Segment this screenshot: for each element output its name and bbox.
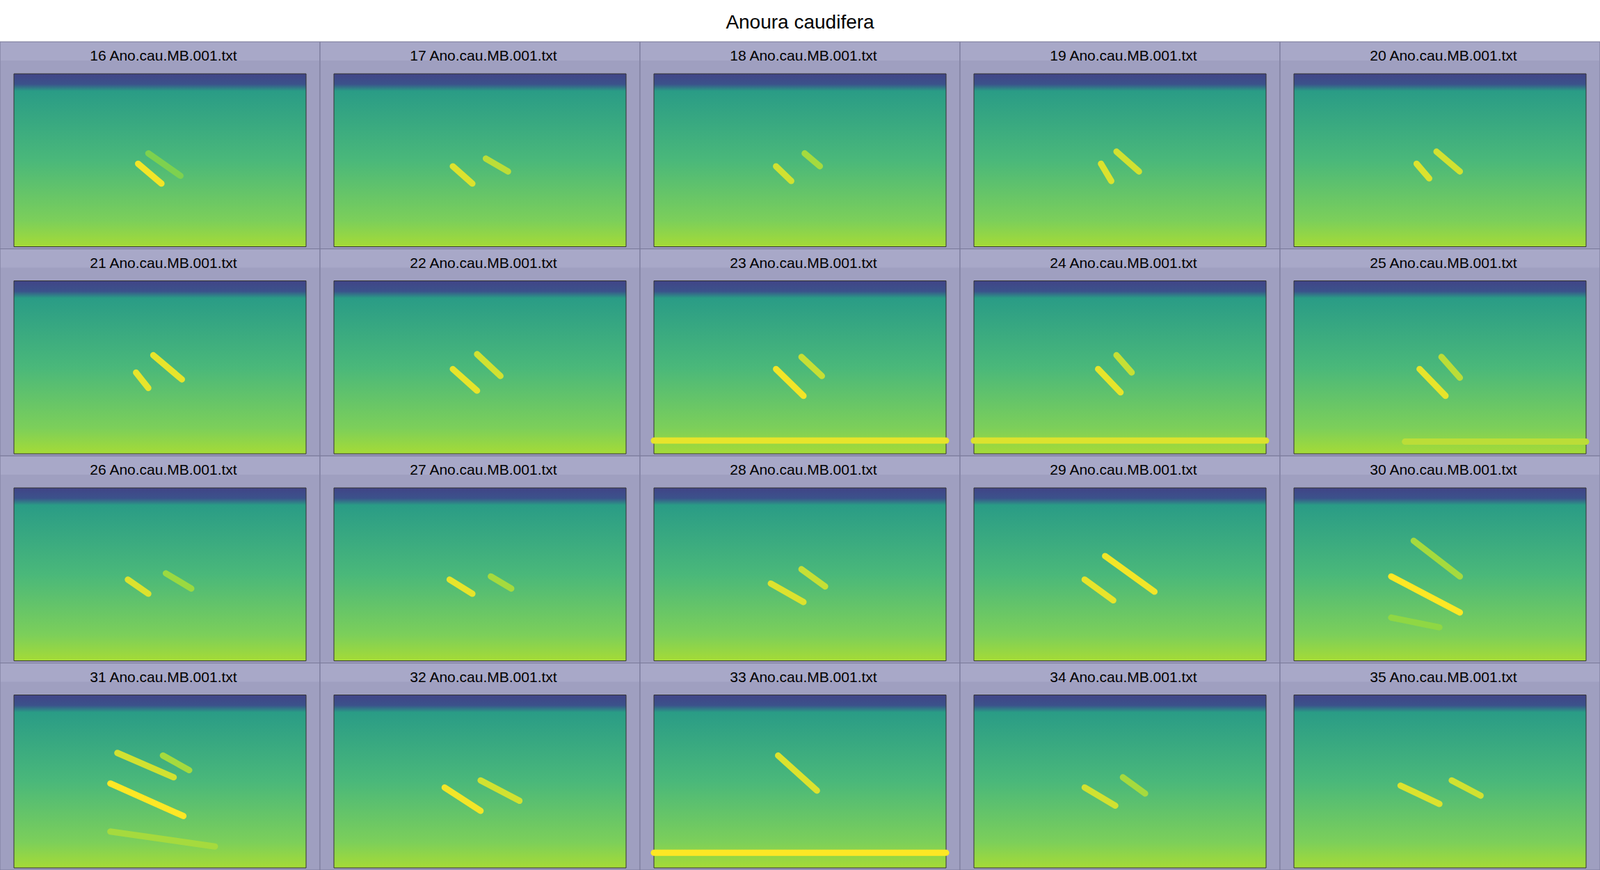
svg-text:24 Ano.cau.MB.001.txt: 24 Ano.cau.MB.001.txt xyxy=(1049,254,1197,271)
svg-text:21 Ano.cau.MB.001.txt: 21 Ano.cau.MB.001.txt xyxy=(89,254,237,271)
svg-text:29 Ano.cau.MB.001.txt: 29 Ano.cau.MB.001.txt xyxy=(1049,461,1197,478)
svg-text:33 Ano.cau.MB.001.txt: 33 Ano.cau.MB.001.txt xyxy=(729,668,877,685)
svg-text:31 Ano.cau.MB.001.txt: 31 Ano.cau.MB.001.txt xyxy=(89,668,237,685)
svg-text:35 Ano.cau.MB.001.txt: 35 Ano.cau.MB.001.txt xyxy=(1369,668,1517,685)
svg-text:23 Ano.cau.MB.001.txt: 23 Ano.cau.MB.001.txt xyxy=(729,254,877,271)
svg-text:18 Ano.cau.MB.001.txt: 18 Ano.cau.MB.001.txt xyxy=(729,47,877,64)
svg-text:19 Ano.cau.MB.001.txt: 19 Ano.cau.MB.001.txt xyxy=(1049,47,1197,64)
svg-text:26 Ano.cau.MB.001.txt: 26 Ano.cau.MB.001.txt xyxy=(89,461,237,478)
svg-text:30 Ano.cau.MB.001.txt: 30 Ano.cau.MB.001.txt xyxy=(1369,461,1517,478)
svg-text:28 Ano.cau.MB.001.txt: 28 Ano.cau.MB.001.txt xyxy=(729,461,877,478)
svg-text:32 Ano.cau.MB.001.txt: 32 Ano.cau.MB.001.txt xyxy=(409,668,557,685)
svg-text:22 Ano.cau.MB.001.txt: 22 Ano.cau.MB.001.txt xyxy=(409,254,557,271)
svg-text:16 Ano.cau.MB.001.txt: 16 Ano.cau.MB.001.txt xyxy=(89,47,237,64)
svg-text:25 Ano.cau.MB.001.txt: 25 Ano.cau.MB.001.txt xyxy=(1369,254,1517,271)
svg-text:20 Ano.cau.MB.001.txt: 20 Ano.cau.MB.001.txt xyxy=(1369,47,1517,64)
svg-text:Anoura caudifera: Anoura caudifera xyxy=(725,11,875,33)
svg-text:34 Ano.cau.MB.001.txt: 34 Ano.cau.MB.001.txt xyxy=(1049,668,1197,685)
svg-text:27 Ano.cau.MB.001.txt: 27 Ano.cau.MB.001.txt xyxy=(409,461,557,478)
svg-text:17 Ano.cau.MB.001.txt: 17 Ano.cau.MB.001.txt xyxy=(409,47,557,64)
